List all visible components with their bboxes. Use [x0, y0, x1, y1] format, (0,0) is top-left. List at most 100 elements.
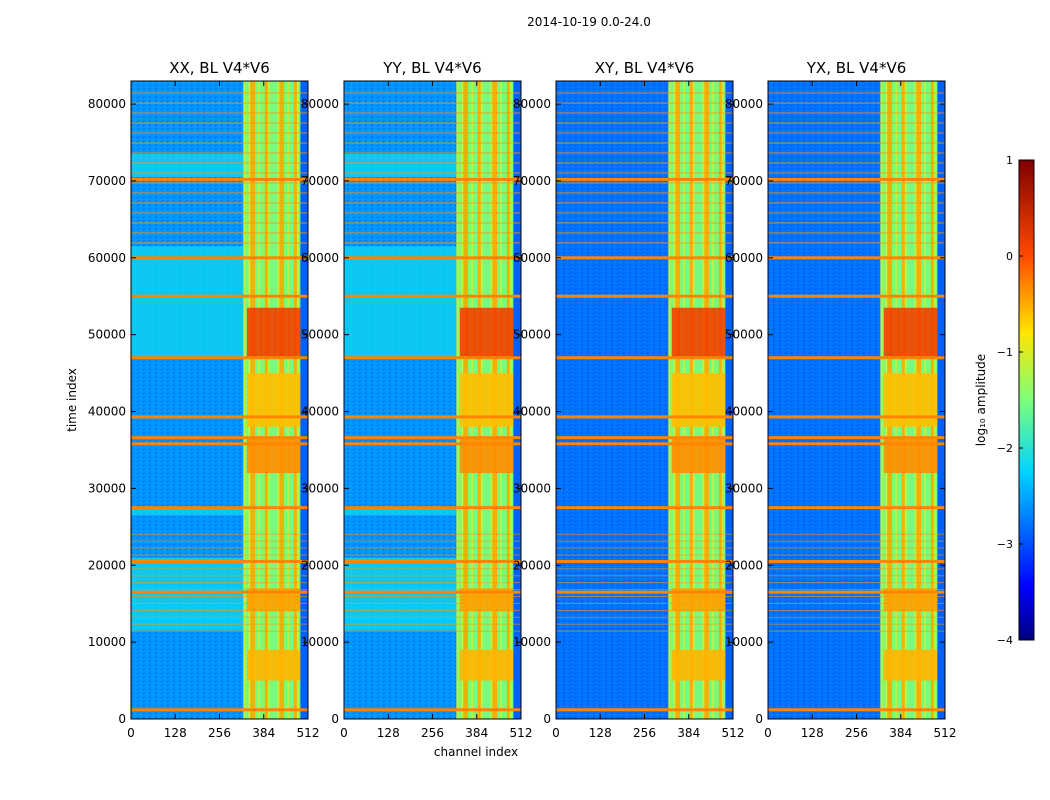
- hot-spot: [288, 307, 297, 358]
- y-tick-label: 40000: [301, 405, 339, 419]
- hot-spot: [459, 438, 468, 474]
- flagged-row: [556, 590, 733, 594]
- hot-spot: [918, 438, 927, 474]
- cyan-stripe-region: [344, 246, 457, 358]
- flag-line: [131, 630, 308, 632]
- flag-line: [556, 102, 733, 104]
- y-tick-label: 60000: [513, 251, 551, 265]
- hot-spot: [932, 438, 941, 474]
- hot-spot: [713, 649, 722, 681]
- hot-spot: [720, 649, 729, 681]
- flag-line: [556, 602, 733, 604]
- hot-spot: [253, 373, 262, 427]
- hot-spot: [281, 649, 290, 681]
- flag-line: [344, 222, 521, 224]
- y-tick-label: 20000: [88, 558, 126, 572]
- flag-line: [768, 132, 945, 134]
- flag-line: [131, 122, 308, 124]
- x-tick-label: 512: [297, 726, 320, 740]
- hot-spot: [459, 588, 468, 612]
- flag-line: [131, 162, 308, 164]
- hot-spot: [925, 649, 934, 681]
- hot-spot: [883, 373, 892, 427]
- flagged-row: [556, 415, 733, 419]
- hot-spot: [281, 438, 290, 474]
- hot-spot: [473, 588, 482, 612]
- hot-spot: [911, 588, 920, 612]
- flag-line: [344, 212, 521, 214]
- hot-spot: [508, 307, 517, 358]
- x-tick-label: 128: [377, 726, 400, 740]
- flagged-row: [131, 708, 308, 712]
- flag-line: [768, 162, 945, 164]
- flag-line: [344, 589, 521, 591]
- hot-spot: [281, 373, 290, 427]
- flag-line: [131, 142, 308, 144]
- x-tick-label: 256: [421, 726, 444, 740]
- hot-spot: [480, 373, 489, 427]
- y-tick-label: 0: [543, 712, 551, 726]
- panel-title: YY, BL V4*V6: [382, 59, 481, 77]
- flag-line: [131, 596, 308, 598]
- y-tick-label: 70000: [725, 174, 763, 188]
- cyan-stripe-region: [131, 246, 244, 358]
- y-tick-label: 50000: [88, 328, 126, 342]
- y-tick-label: 80000: [725, 97, 763, 111]
- hot-spot: [494, 649, 503, 681]
- hot-spot: [288, 438, 297, 474]
- flag-line: [556, 112, 733, 114]
- x-tick-label: 512: [510, 726, 533, 740]
- hot-spot: [274, 307, 283, 358]
- hot-spot: [246, 649, 255, 681]
- flagged-row: [344, 256, 521, 260]
- hot-spot: [260, 373, 269, 427]
- flag-line: [344, 92, 521, 94]
- hot-spot: [883, 307, 892, 358]
- flagged-row: [131, 294, 308, 298]
- flag-line: [768, 568, 945, 570]
- hot-spot: [671, 373, 680, 427]
- flag-line: [768, 182, 945, 184]
- hot-spot: [253, 588, 262, 612]
- flagged-row: [344, 415, 521, 419]
- hot-spot: [246, 373, 255, 427]
- hot-spot: [918, 373, 927, 427]
- hot-spot: [904, 649, 913, 681]
- hot-spot: [699, 373, 708, 427]
- hot-spot: [904, 588, 913, 612]
- flag-line: [556, 132, 733, 134]
- cyan-stripe-region: [131, 154, 244, 178]
- flag-line: [344, 609, 521, 611]
- flag-line: [344, 630, 521, 632]
- flag-line: [344, 182, 521, 184]
- flag-line: [556, 92, 733, 94]
- hot-spot: [911, 438, 920, 474]
- flag-line: [344, 554, 521, 556]
- flag-line: [556, 222, 733, 224]
- y-tick-label: 80000: [301, 97, 339, 111]
- flagged-row: [131, 415, 308, 419]
- y-tick-label: 40000: [513, 405, 551, 419]
- y-axis-label: time index: [65, 368, 79, 432]
- hot-spot: [699, 307, 708, 358]
- y-tick-label: 10000: [301, 635, 339, 649]
- hot-spot: [692, 649, 701, 681]
- hot-spot: [508, 588, 517, 612]
- hot-spot: [932, 588, 941, 612]
- flagged-row: [768, 294, 945, 298]
- flagged-row: [131, 506, 308, 510]
- flagged-row: [768, 559, 945, 563]
- colorbar-tick-label: −4: [997, 634, 1013, 647]
- hot-spot: [925, 307, 934, 358]
- hot-spot: [890, 438, 899, 474]
- hot-spot: [487, 438, 496, 474]
- hot-spot: [720, 307, 729, 358]
- flag-line: [556, 152, 733, 154]
- hot-spot: [288, 588, 297, 612]
- flag-line: [556, 575, 733, 577]
- flagged-row: [344, 436, 521, 440]
- flagged-row: [768, 415, 945, 419]
- flag-line: [131, 568, 308, 570]
- hot-spot: [685, 588, 694, 612]
- flag-line: [768, 547, 945, 549]
